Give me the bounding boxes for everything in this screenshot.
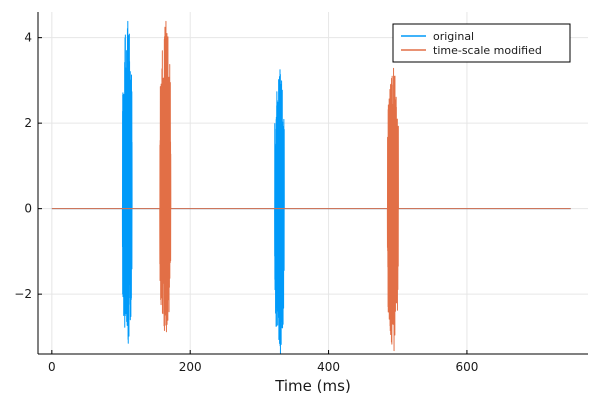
series-line-original xyxy=(51,20,571,354)
x-axis-title: Time (ms) xyxy=(274,377,351,395)
x-tick-label: 400 xyxy=(317,360,340,374)
x-tick-label: 600 xyxy=(455,360,478,374)
x-tick-label: 0 xyxy=(48,360,56,374)
legend-label: original xyxy=(433,30,474,43)
plot-series xyxy=(51,20,571,354)
y-tick-label: 0 xyxy=(24,202,32,216)
y-tick-label: 2 xyxy=(24,116,32,130)
x-tick-label: 200 xyxy=(179,360,202,374)
y-tick-label: 4 xyxy=(24,31,32,45)
legend-box xyxy=(392,23,571,63)
legend-label: time-scale modified xyxy=(433,44,542,57)
y-tick-label: −2 xyxy=(14,287,32,301)
grid xyxy=(38,12,588,354)
series-line-time-scale-modified xyxy=(51,20,571,352)
axes xyxy=(37,12,588,355)
tick-labels: 0 200 400 600 −2 0 2 4 xyxy=(14,31,478,374)
